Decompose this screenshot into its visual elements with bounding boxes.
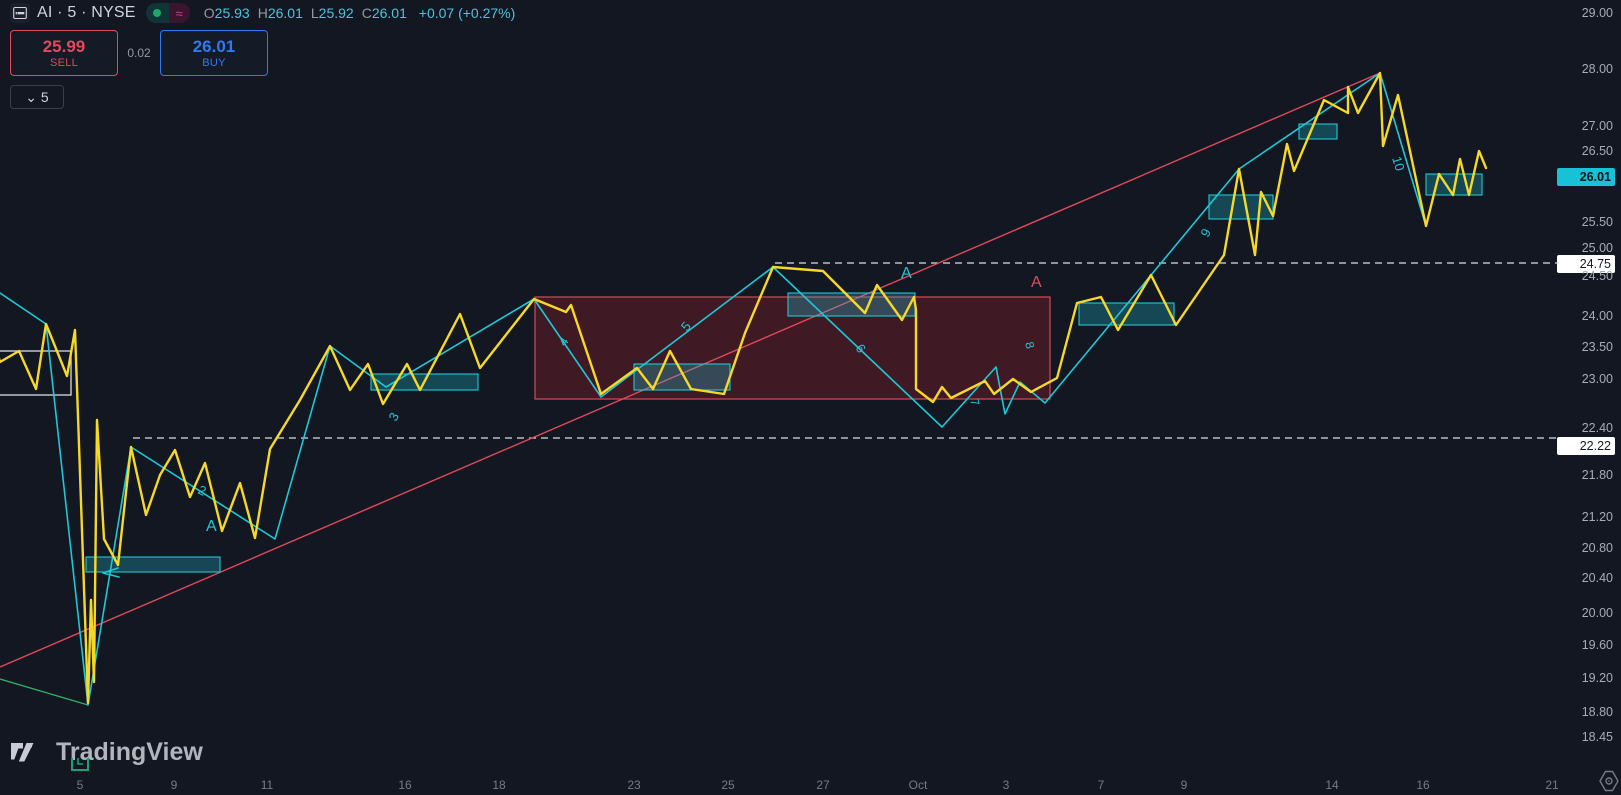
svg-text:3: 3 [385, 410, 402, 423]
svg-text:A: A [206, 518, 217, 535]
svg-text:9: 9 [1197, 226, 1214, 239]
svg-text:A: A [901, 265, 912, 282]
svg-text:A: A [1031, 274, 1042, 291]
svg-text:10: 10 [1389, 154, 1408, 172]
